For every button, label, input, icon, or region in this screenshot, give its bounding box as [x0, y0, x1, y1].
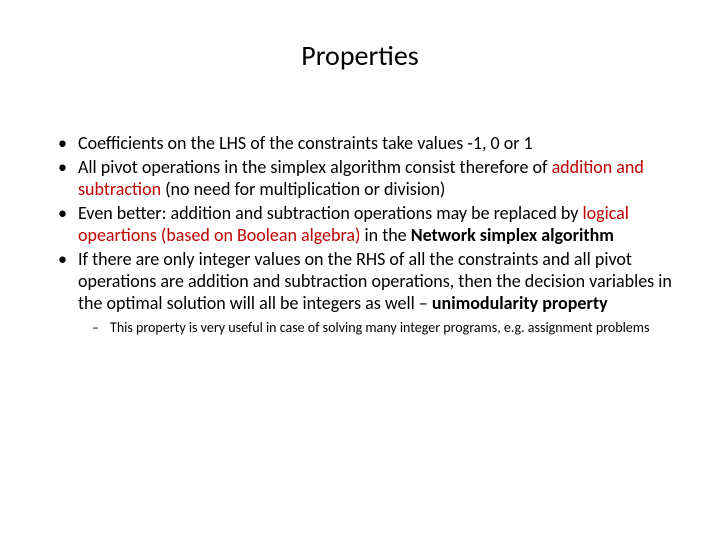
- text-run: All pivot operations in the simplex algo…: [78, 156, 552, 178]
- text-run: This property is very useful in case of …: [110, 319, 649, 336]
- text-run: in the: [360, 224, 410, 246]
- sub-bullet-list: This property is very useful in case of …: [78, 319, 680, 337]
- text-run: Coefficients on the LHS of the constrain…: [78, 132, 533, 154]
- text-run: (no need for multiplication or division): [161, 178, 445, 200]
- text-run: Network simplex algorithm: [411, 224, 614, 246]
- bullet-item: If there are only integer values on the …: [50, 249, 680, 336]
- sub-bullet-item: This property is very useful in case of …: [78, 319, 680, 337]
- slide-content: Coefficients on the LHS of the constrain…: [40, 133, 680, 336]
- bullet-item: Even better: addition and subtraction op…: [50, 203, 680, 247]
- bullet-item: Coefficients on the LHS of the constrain…: [50, 133, 680, 155]
- bullet-item: All pivot operations in the simplex algo…: [50, 157, 680, 201]
- slide: Properties Coefficients on the LHS of th…: [0, 0, 720, 540]
- slide-title: Properties: [40, 38, 680, 73]
- bullet-list: Coefficients on the LHS of the constrain…: [50, 133, 680, 336]
- text-run: Even better: addition and subtraction op…: [78, 202, 582, 224]
- text-run: unimodularity property: [432, 292, 608, 314]
